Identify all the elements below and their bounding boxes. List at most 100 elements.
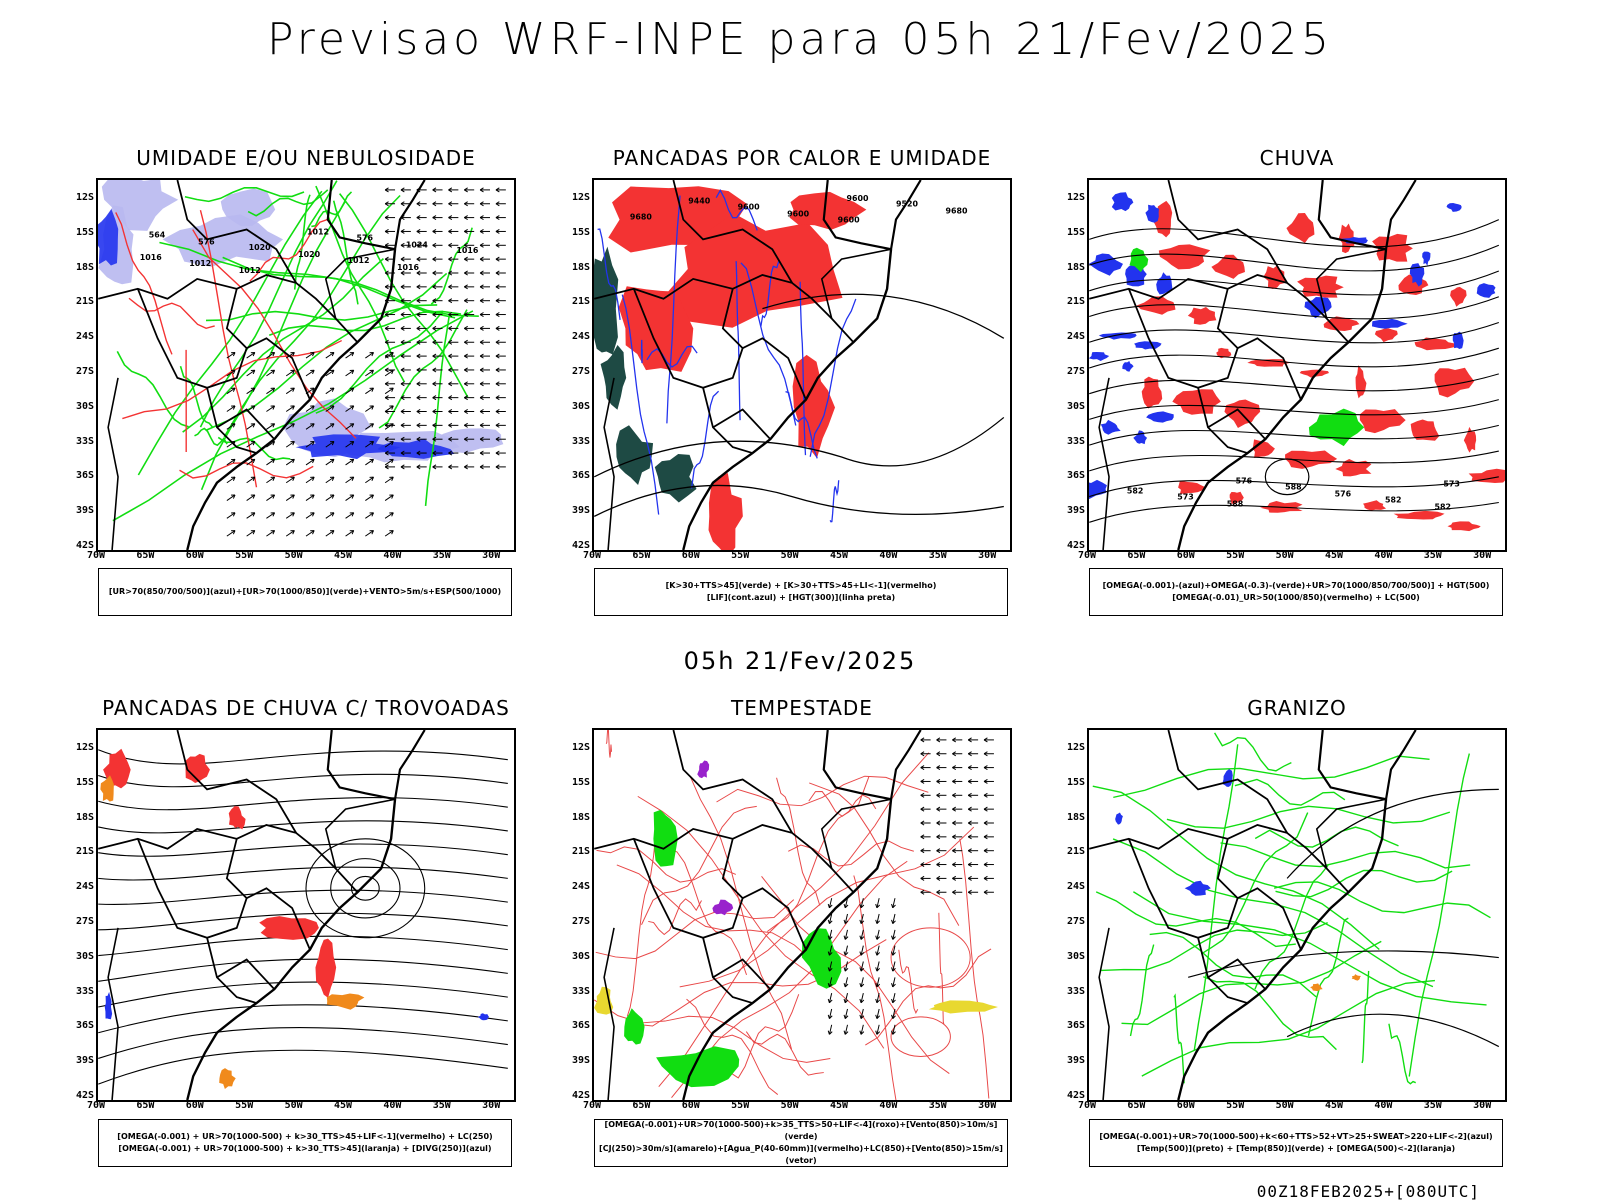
lat-tick-label: 33S bbox=[64, 986, 94, 997]
wind-vector bbox=[480, 396, 490, 400]
wind-vector bbox=[401, 423, 411, 427]
lon-tick-label: 45W bbox=[323, 550, 363, 561]
lon-tick-label: 70W bbox=[1067, 550, 1107, 561]
temp850-contour bbox=[1093, 786, 1380, 949]
state-border-c bbox=[1218, 289, 1301, 400]
lat-tick-label: 18S bbox=[64, 262, 94, 273]
lat-tick-label: 18S bbox=[560, 812, 590, 823]
wind-vector bbox=[346, 352, 354, 358]
wind-vector bbox=[448, 216, 458, 220]
wind-vector bbox=[326, 513, 334, 519]
legend-granizo: [OMEGA(-0.001)+UR>70(1000-500)+k<60+TTS>… bbox=[1089, 1119, 1503, 1167]
lon-tick-label: 60W bbox=[671, 1100, 711, 1111]
temp850-contour bbox=[1215, 733, 1292, 771]
wind-vector bbox=[448, 382, 458, 386]
lon-tick-label: 55W bbox=[1215, 550, 1255, 561]
wind-vector bbox=[937, 821, 947, 825]
streamline bbox=[98, 959, 508, 981]
state-border-a bbox=[594, 825, 853, 892]
lon-tick-label: 45W bbox=[323, 1100, 363, 1111]
omega-area bbox=[1422, 252, 1430, 266]
wind-vector bbox=[464, 188, 474, 192]
wind-vector bbox=[448, 423, 458, 427]
contour-label: 1012 bbox=[348, 256, 370, 265]
wind-vector bbox=[448, 271, 458, 275]
wind-vector bbox=[417, 465, 427, 469]
wind-vector bbox=[433, 229, 443, 233]
omega-area bbox=[1133, 430, 1147, 444]
wind-vector bbox=[892, 1025, 896, 1035]
wind-vector bbox=[480, 202, 490, 206]
lon-tick-label: 50W bbox=[770, 1100, 810, 1111]
wind-vector bbox=[346, 477, 354, 483]
wind-vector bbox=[385, 513, 393, 519]
wind-vector bbox=[860, 946, 864, 956]
wind-vector bbox=[448, 285, 458, 289]
contour-label: 573 bbox=[1443, 480, 1460, 489]
wind-vector bbox=[480, 271, 490, 275]
wind-vector bbox=[433, 188, 443, 192]
thunderstorm-area bbox=[315, 939, 336, 998]
lon-tick-label: 40W bbox=[372, 1100, 412, 1111]
convection-area bbox=[327, 993, 365, 1009]
omega-area bbox=[1146, 411, 1174, 422]
wind-vector bbox=[266, 477, 274, 483]
wind-vector bbox=[464, 229, 474, 233]
wind-vector bbox=[480, 382, 490, 386]
wind-vector bbox=[286, 442, 294, 448]
lon-tick-label: 50W bbox=[770, 550, 810, 561]
lat-tick-label: 15S bbox=[560, 777, 590, 788]
lat-tick-label: 12S bbox=[64, 742, 94, 753]
wind-vector bbox=[306, 513, 314, 519]
wind-vector bbox=[417, 423, 427, 427]
lat-tick-label: 36S bbox=[560, 470, 590, 481]
wind-vector bbox=[968, 876, 978, 880]
wind-vector bbox=[496, 465, 506, 469]
lon-tick-label: 65W bbox=[1116, 1100, 1156, 1111]
wind-vector bbox=[385, 531, 393, 537]
lon-tick-label: 55W bbox=[224, 1100, 264, 1111]
wind-vector bbox=[365, 352, 373, 358]
thunderstorm-area bbox=[185, 754, 210, 783]
legend-line: [OMEGA(-0.001)-(azul)+OMEGA(-0.3)-(verde… bbox=[1103, 580, 1490, 592]
omega500-area bbox=[1352, 974, 1361, 980]
lat-tick-label: 24S bbox=[64, 881, 94, 892]
lon-tick-label: 30W bbox=[471, 1100, 511, 1111]
wind-vector bbox=[921, 849, 931, 853]
wind-vector bbox=[480, 409, 490, 413]
lat-tick-label: 27S bbox=[560, 916, 590, 927]
wind-vector bbox=[365, 495, 373, 501]
streamline bbox=[98, 798, 508, 810]
wind-vector bbox=[385, 477, 393, 483]
wind-vector bbox=[876, 898, 880, 908]
wind-vector bbox=[937, 890, 947, 894]
wind-vector bbox=[876, 930, 880, 940]
wind-vector bbox=[385, 382, 395, 386]
streamline bbox=[1089, 271, 1499, 295]
wind-vector bbox=[968, 821, 978, 825]
wind-vector bbox=[876, 993, 880, 1003]
wind-vector bbox=[892, 993, 896, 1003]
temp850-contour bbox=[1276, 870, 1453, 896]
wind-vector bbox=[984, 821, 994, 825]
instability-area bbox=[709, 473, 743, 550]
panel-title-granizo: GRANIZO bbox=[1087, 696, 1507, 720]
wind-vector bbox=[480, 368, 490, 372]
wind-vector bbox=[828, 930, 832, 940]
wind-vector bbox=[844, 946, 848, 956]
precipitable-water-contour bbox=[627, 826, 656, 1016]
lat-tick-label: 12S bbox=[64, 192, 94, 203]
wind-vector bbox=[876, 1025, 880, 1035]
thunderstorm-area bbox=[259, 916, 319, 940]
wind-vector bbox=[496, 340, 506, 344]
wind-vector bbox=[306, 459, 314, 465]
humidity-low-contour bbox=[379, 310, 467, 428]
wind-vector bbox=[448, 340, 458, 344]
coastline-northeast bbox=[1319, 730, 1416, 799]
wind-vector bbox=[433, 285, 443, 289]
wind-vector bbox=[401, 396, 411, 400]
wind-vector bbox=[968, 849, 978, 853]
wind-vector bbox=[326, 352, 334, 358]
lon-tick-label: 60W bbox=[175, 1100, 215, 1111]
